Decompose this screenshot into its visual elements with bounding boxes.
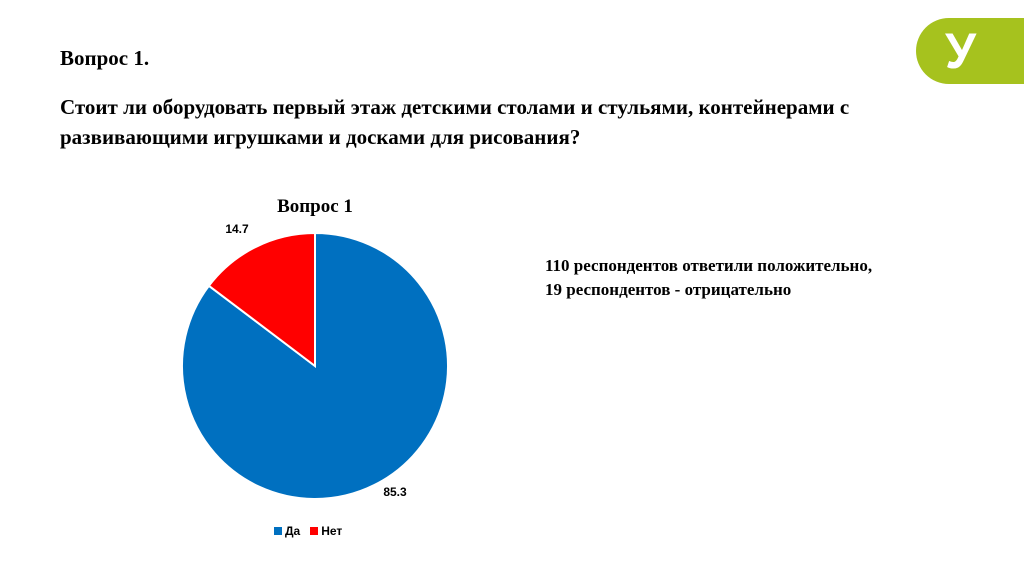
legend-item-no: Нет [310, 524, 342, 538]
data-label-yes: 85.3 [383, 485, 407, 499]
logo: У [916, 18, 1024, 84]
legend-label-no: Нет [321, 524, 343, 538]
legend-swatch-no [310, 527, 319, 535]
summary-line-negative: 19 респондентов - отрицательно [545, 280, 792, 299]
chart-legend: Да Нет [274, 524, 352, 538]
pie-slice-yes [181, 231, 449, 500]
legend-item-yes: Да [274, 524, 300, 538]
legend-label-yes: Да [285, 524, 301, 538]
question-text: Стоит ли оборудовать первый этаж детским… [60, 95, 850, 149]
question-label: Вопрос 1. [60, 46, 150, 70]
chart-title: Вопрос 1 [277, 196, 353, 217]
legend-swatch-yes [274, 527, 282, 535]
pie-slice-no [207, 231, 316, 369]
summary-text: 110 респондентов ответили положительно, … [545, 254, 872, 302]
logo-glyph: У [945, 23, 977, 79]
data-label-no: 14.7 [225, 222, 249, 236]
summary-line-positive: 110 респондентов ответили положительно, [545, 256, 873, 275]
